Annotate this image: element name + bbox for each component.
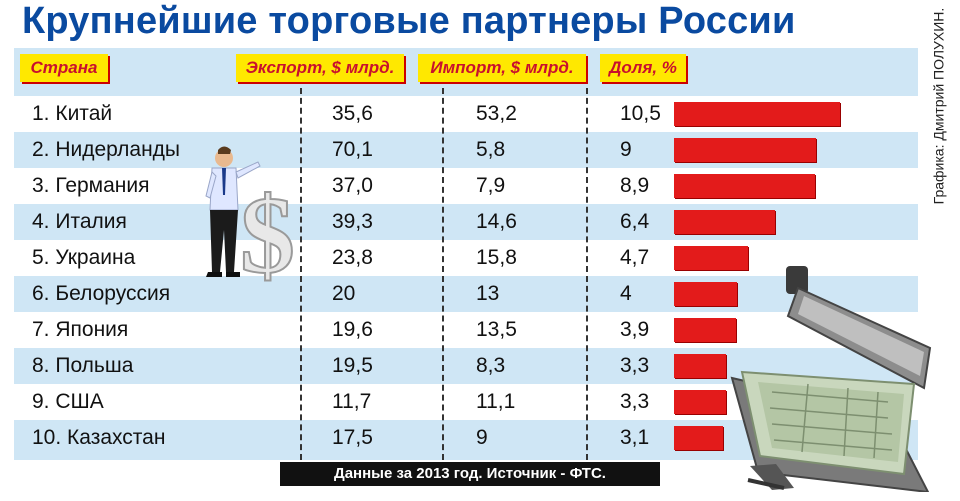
column-separator	[442, 88, 444, 460]
share-bar	[674, 174, 815, 198]
country-cell: 4. Италия	[32, 210, 127, 233]
share-cell: 3,1	[620, 426, 650, 449]
export-cell: 23,8	[332, 246, 373, 269]
export-cell: 20	[332, 282, 356, 305]
share-bar	[674, 390, 726, 414]
import-cell: 53,2	[476, 102, 517, 125]
import-cell: 8,3	[476, 354, 506, 377]
table-row: 2. Нидерланды 70,1 5,8 9	[14, 132, 918, 168]
country-cell: 3. Германия	[32, 174, 150, 197]
export-cell: 19,5	[332, 354, 373, 377]
share-bar	[674, 210, 775, 234]
share-cell: 4,7	[620, 246, 650, 269]
share-cell: 3,9	[620, 318, 650, 341]
table-row: 3. Германия 37,0 7,9 8,9	[14, 168, 918, 204]
source-note: Данные за 2013 год. Источник - ФТС.	[280, 462, 660, 486]
column-separator	[586, 88, 588, 460]
import-cell: 7,9	[476, 174, 506, 197]
share-bar	[674, 318, 736, 342]
share-cell: 3,3	[620, 390, 650, 413]
share-cell: 6,4	[620, 210, 650, 233]
export-cell: 70,1	[332, 138, 373, 161]
column-separator	[300, 88, 302, 460]
country-cell: 10. Казахстан	[32, 426, 166, 449]
import-cell: 14,6	[476, 210, 517, 233]
share-cell: 10,5	[620, 102, 661, 125]
footer: Данные за 2013 год. Источник - ФТС.	[0, 462, 960, 488]
import-cell: 15,8	[476, 246, 517, 269]
money-suitcase-illustration	[730, 266, 932, 492]
businessman-illustration: $	[205, 146, 296, 290]
table-row: 8. Польша 19,5 8,3 3,3	[14, 348, 918, 384]
import-cell: 13,5	[476, 318, 517, 341]
country-cell: 1. Китай	[32, 102, 113, 125]
table-row: 4. Италия 39,3 14,6 6,4	[14, 204, 918, 240]
import-cell: 11,1	[476, 390, 516, 413]
share-cell: 3,3	[620, 354, 650, 377]
country-cell: 2. Нидерланды	[32, 138, 181, 161]
table-row: 1. Китай 35,6 53,2 10,5	[14, 96, 918, 132]
export-cell: 17,5	[332, 426, 373, 449]
country-cell: 9. США	[32, 390, 104, 413]
import-cell: 9	[476, 426, 488, 449]
table-row: 10. Казахстан 17,5 9 3,1	[14, 420, 918, 456]
country-cell: 5. Украина	[32, 246, 136, 269]
share-cell: 4	[620, 282, 632, 305]
share-bar	[674, 246, 748, 270]
country-cell: 7. Япония	[32, 318, 129, 341]
header-export: Экспорт, $ млрд.	[236, 54, 404, 82]
credit-wrap: Графика: Дмитрий ПОЛУХИН.	[922, 8, 958, 213]
share-bar	[674, 282, 737, 306]
country-cell: 6. Белоруссия	[32, 282, 171, 305]
graphics-credit: Графика: Дмитрий ПОЛУХИН.	[930, 7, 947, 205]
export-cell: 11,7	[332, 390, 372, 413]
country-cell: 8. Польша	[32, 354, 134, 377]
export-cell: 39,3	[332, 210, 373, 233]
share-bar	[674, 426, 723, 450]
table-row: 5. Украина 23,8 15,8 4,7	[14, 240, 918, 276]
title-bar: Крупнейшие торговые партнеры России	[0, 0, 960, 46]
share-bar	[674, 354, 726, 378]
share-cell: 8,9	[620, 174, 650, 197]
import-cell: 13	[476, 282, 500, 305]
svg-text:$: $	[240, 174, 295, 290]
header-import: Импорт, $ млрд.	[418, 54, 586, 82]
import-cell: 5,8	[476, 138, 506, 161]
table-row: 7. Япония 19,6 13,5 3,9	[14, 312, 918, 348]
export-cell: 35,6	[332, 102, 373, 125]
export-cell: 19,6	[332, 318, 373, 341]
share-bar	[674, 102, 840, 126]
share-cell: 9	[620, 138, 632, 161]
header-country: Страна	[20, 54, 108, 82]
header-share: Доля, %	[600, 54, 686, 82]
export-cell: 37,0	[332, 174, 373, 197]
share-bar	[674, 138, 816, 162]
page-title: Крупнейшие торговые партнеры России	[22, 0, 796, 42]
table-row: 6. Белоруссия 20 13 4	[14, 276, 918, 312]
